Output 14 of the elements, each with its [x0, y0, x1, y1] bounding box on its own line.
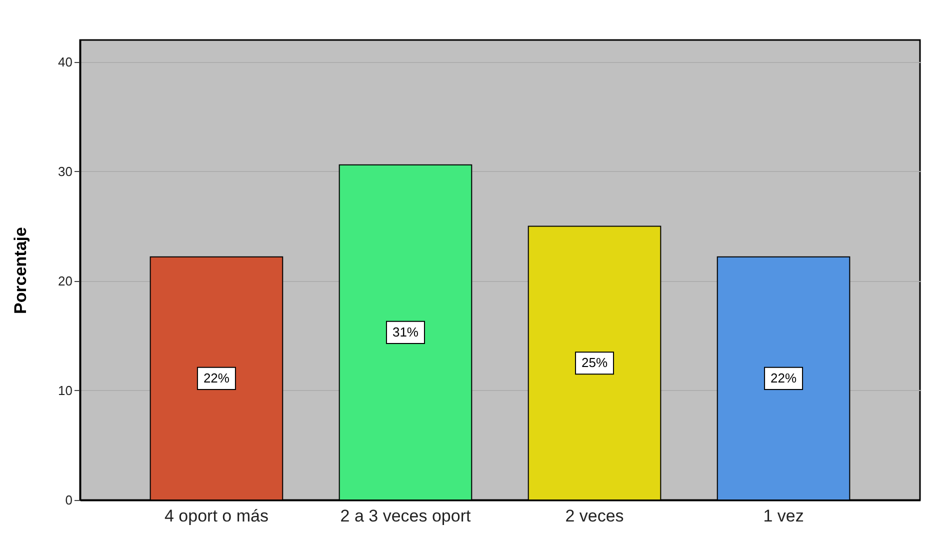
y-tick-label: 20	[58, 273, 72, 288]
y-axis-title: Porcentaje	[11, 227, 30, 314]
y-tick-label: 40	[58, 54, 72, 70]
x-tick-label: 2 veces	[565, 506, 624, 526]
data-label: 22%	[770, 370, 797, 386]
data-label: 22%	[203, 370, 230, 386]
x-tick-label: 1 vez	[763, 506, 804, 526]
x-tick-label: 4 oport o más	[164, 506, 268, 526]
y-tick-label: 30	[58, 164, 72, 179]
data-label: 25%	[581, 355, 608, 370]
x-tick-label: 2 a 3 veces oport	[340, 506, 471, 526]
y-tick-label: 10	[58, 382, 72, 398]
data-label: 31%	[392, 324, 419, 340]
y-tick-label: 0	[65, 492, 72, 508]
